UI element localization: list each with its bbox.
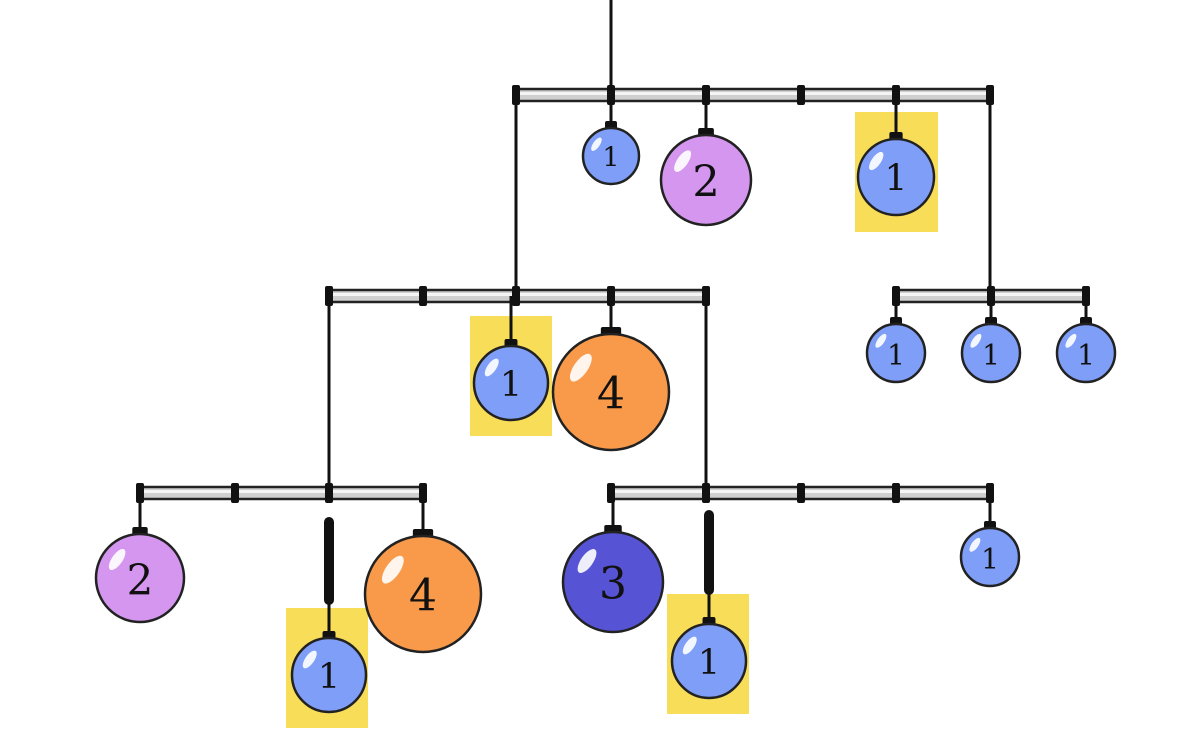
weight-1-ornament: 1 [865, 296, 927, 384]
weight-2-ornament: 2 [94, 493, 186, 624]
ornament-shine [969, 537, 981, 552]
ornament-shine [1065, 333, 1077, 348]
rod-bottom-right [607, 483, 994, 503]
ornament-shine [674, 150, 692, 172]
weight-4-ornament: 4 [363, 493, 483, 654]
rod-peg [325, 483, 333, 503]
weight-1-ornament: 1 [959, 493, 1021, 588]
weight-label: 1 [318, 657, 340, 697]
weight-label: 1 [698, 643, 720, 683]
string-layer [324, 0, 992, 605]
weight-1-ornament: 1 [472, 296, 550, 422]
rod-mid-left [325, 286, 710, 306]
ornament-shine [970, 333, 982, 348]
weight-label: 1 [887, 339, 905, 372]
rod-bottom-left [136, 483, 427, 503]
rod-peg [231, 483, 239, 503]
rod-top [512, 85, 994, 105]
weight-1-ornament: 1 [670, 590, 748, 700]
ornament-shine [381, 555, 404, 584]
weight-4-ornament: 4 [551, 296, 671, 452]
weight-label: 1 [602, 143, 619, 174]
ornament-shine [682, 636, 697, 655]
ornament-shine [108, 548, 126, 571]
weight-label: 4 [409, 571, 437, 622]
rod-peg [512, 286, 520, 306]
weight-label: 2 [692, 157, 719, 207]
rod-peg [702, 483, 710, 503]
ornament-shine [569, 353, 592, 382]
rod-peg [419, 286, 427, 306]
ornament-shine [484, 358, 499, 377]
weight-2-ornament: 2 [659, 95, 753, 227]
weight-layer: 1 2 1 1 4 1 1 1 2 1 4 3 1 1 [94, 95, 1117, 714]
ornament-shine [875, 333, 887, 348]
rod-peg [797, 483, 805, 503]
ornament-shine [302, 650, 317, 669]
weight-label: 3 [599, 559, 627, 610]
weight-3-ornament: 3 [561, 493, 665, 634]
rod-peg [512, 85, 520, 105]
ornament-shine [869, 151, 884, 171]
weight-1-ornament: 1 [960, 296, 1022, 384]
weight-label: 1 [982, 339, 1000, 372]
rod-peg [892, 483, 900, 503]
rod-peg [986, 85, 994, 105]
rod-peg [325, 286, 333, 306]
ornament-shine [591, 137, 602, 151]
weight-1-ornament: 1 [1055, 296, 1117, 384]
weight-label: 2 [127, 556, 154, 605]
weight-1-ornament: 1 [581, 95, 641, 186]
weight-1-ornament: 1 [290, 600, 368, 714]
weight-label: 4 [597, 369, 625, 420]
rod-peg [797, 85, 805, 105]
weight-label: 1 [981, 543, 999, 576]
weight-label: 1 [1077, 339, 1095, 372]
rod-peg [702, 286, 710, 306]
weight-1-ornament: 1 [856, 95, 936, 217]
weight-label: 1 [885, 159, 908, 200]
weight-label: 1 [500, 365, 522, 405]
ornament-shine [577, 549, 597, 573]
